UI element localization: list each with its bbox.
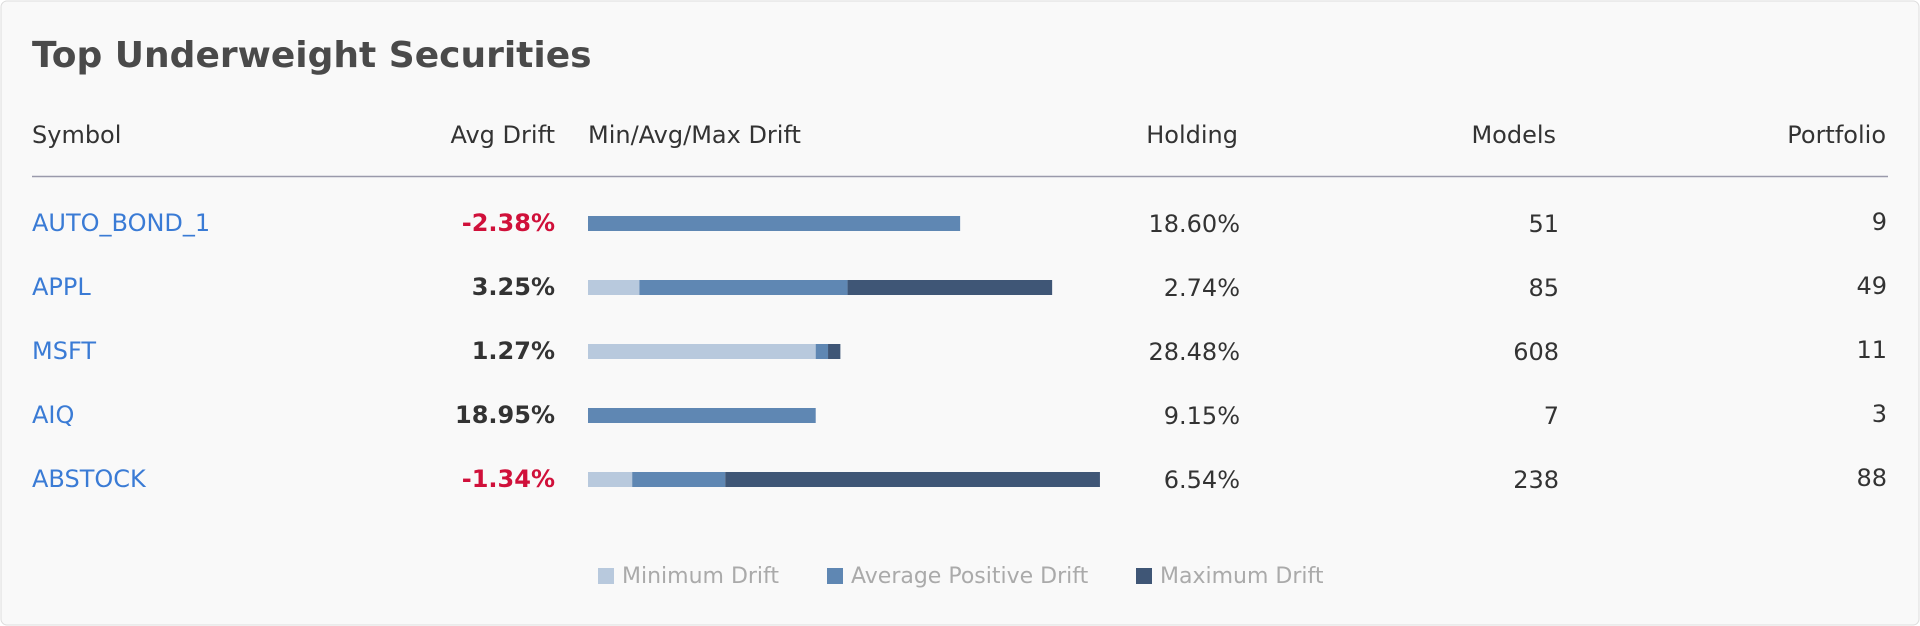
models: 85 (1528, 274, 1559, 302)
portfolio: 88 (1856, 464, 1887, 492)
portfolio: 9 (1872, 208, 1887, 236)
symbol-link[interactable]: ABSTOCK (32, 465, 147, 493)
holding: 6.54% (1164, 466, 1240, 494)
column-header: Avg Drift (450, 121, 555, 149)
portfolio: 3 (1872, 400, 1887, 428)
drift-segment (639, 280, 848, 295)
column-header: Holding (1146, 121, 1238, 149)
title: Top Underweight Securities (32, 35, 592, 76)
avg-drift: 18.95% (455, 401, 555, 429)
legend-swatch (1136, 568, 1152, 584)
models: 51 (1528, 210, 1559, 238)
drift-segment (828, 344, 841, 359)
avg-drift: 1.27% (472, 337, 555, 365)
drift-segment (725, 472, 1100, 487)
legend-label: Maximum Drift (1160, 564, 1324, 589)
drift-segment (588, 472, 633, 487)
holding: 9.15% (1164, 402, 1240, 430)
legend-label: Minimum Drift (622, 564, 779, 589)
models: 7 (1544, 402, 1559, 430)
column-header: Min/Avg/Max Drift (588, 121, 801, 149)
holding: 2.74% (1164, 274, 1240, 302)
drift-segment (588, 408, 816, 423)
symbol-link[interactable]: APPL (32, 273, 91, 301)
symbol-link[interactable]: AUTO_BOND_1 (32, 209, 210, 237)
symbol-link[interactable]: AIQ (32, 401, 74, 429)
avg-drift: 3.25% (472, 273, 555, 301)
legend-label: Average Positive Drift (851, 564, 1089, 589)
drift-segment (632, 472, 726, 487)
legend-swatch (827, 568, 843, 584)
holding: 18.60% (1148, 210, 1240, 238)
column-header: Models (1471, 121, 1556, 149)
drift-segment (847, 280, 1053, 295)
column-header: Portfolio (1787, 121, 1886, 149)
drift-segment (588, 280, 640, 295)
portfolio: 11 (1856, 336, 1887, 364)
portfolio: 49 (1856, 272, 1887, 300)
symbol-link[interactable]: MSFT (32, 337, 96, 365)
legend-swatch (598, 568, 614, 584)
drift-segment (588, 344, 816, 359)
avg-drift: -2.38% (462, 209, 555, 237)
holding: 28.48% (1148, 338, 1240, 366)
drift-segment (815, 344, 829, 359)
column-header: Symbol (32, 121, 121, 149)
models: 608 (1513, 338, 1559, 366)
avg-drift: -1.34% (462, 465, 555, 493)
models: 238 (1513, 466, 1559, 494)
drift-segment (588, 216, 961, 231)
